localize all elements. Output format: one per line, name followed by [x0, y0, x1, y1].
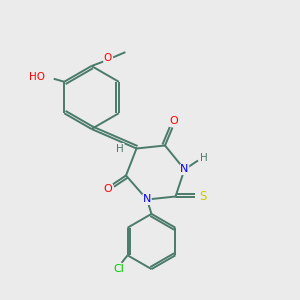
Text: S: S: [199, 190, 206, 203]
Text: Cl: Cl: [113, 264, 124, 274]
Text: N: N: [180, 164, 189, 175]
Text: H: H: [200, 152, 207, 163]
Text: O: O: [104, 53, 112, 64]
Text: O: O: [169, 116, 178, 127]
Text: HO: HO: [29, 72, 45, 82]
Text: H: H: [116, 143, 124, 154]
Text: N: N: [143, 194, 151, 205]
Text: O: O: [103, 184, 112, 194]
